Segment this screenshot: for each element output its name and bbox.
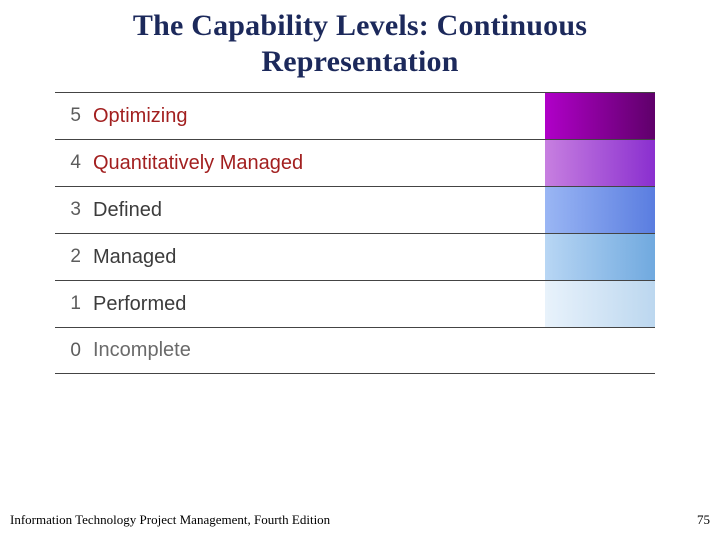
level-label: Performed (85, 293, 545, 316)
level-number: 4 (55, 152, 85, 174)
level-label: Managed (85, 246, 545, 269)
level-row: 4Quantitatively Managed (55, 139, 655, 186)
level-number: 3 (55, 199, 85, 221)
level-number: 5 (55, 105, 85, 127)
page-number: 75 (697, 512, 710, 528)
level-swatch (545, 187, 655, 233)
capability-levels-table: 5Optimizing4Quantitatively Managed3Defin… (55, 92, 655, 374)
level-swatch (545, 234, 655, 280)
slide-title: The Capability Levels: Continuous Repres… (0, 0, 720, 80)
slide: The Capability Levels: Continuous Repres… (0, 0, 720, 540)
footer: Information Technology Project Managemen… (10, 512, 710, 528)
level-row: 5Optimizing (55, 92, 655, 139)
level-swatch (545, 93, 655, 139)
level-row: 0Incomplete (55, 327, 655, 374)
level-label: Quantitatively Managed (85, 152, 545, 175)
level-label: Optimizing (85, 105, 545, 128)
level-swatch (545, 281, 655, 327)
level-row: 1Performed (55, 280, 655, 327)
level-row: 2Managed (55, 233, 655, 280)
level-number: 1 (55, 293, 85, 315)
level-number: 0 (55, 340, 85, 362)
level-row: 3Defined (55, 186, 655, 233)
level-number: 2 (55, 246, 85, 268)
level-swatch (545, 328, 655, 373)
level-label: Defined (85, 199, 545, 222)
level-swatch (545, 140, 655, 186)
level-label: Incomplete (85, 339, 545, 362)
footer-text: Information Technology Project Managemen… (10, 512, 330, 528)
